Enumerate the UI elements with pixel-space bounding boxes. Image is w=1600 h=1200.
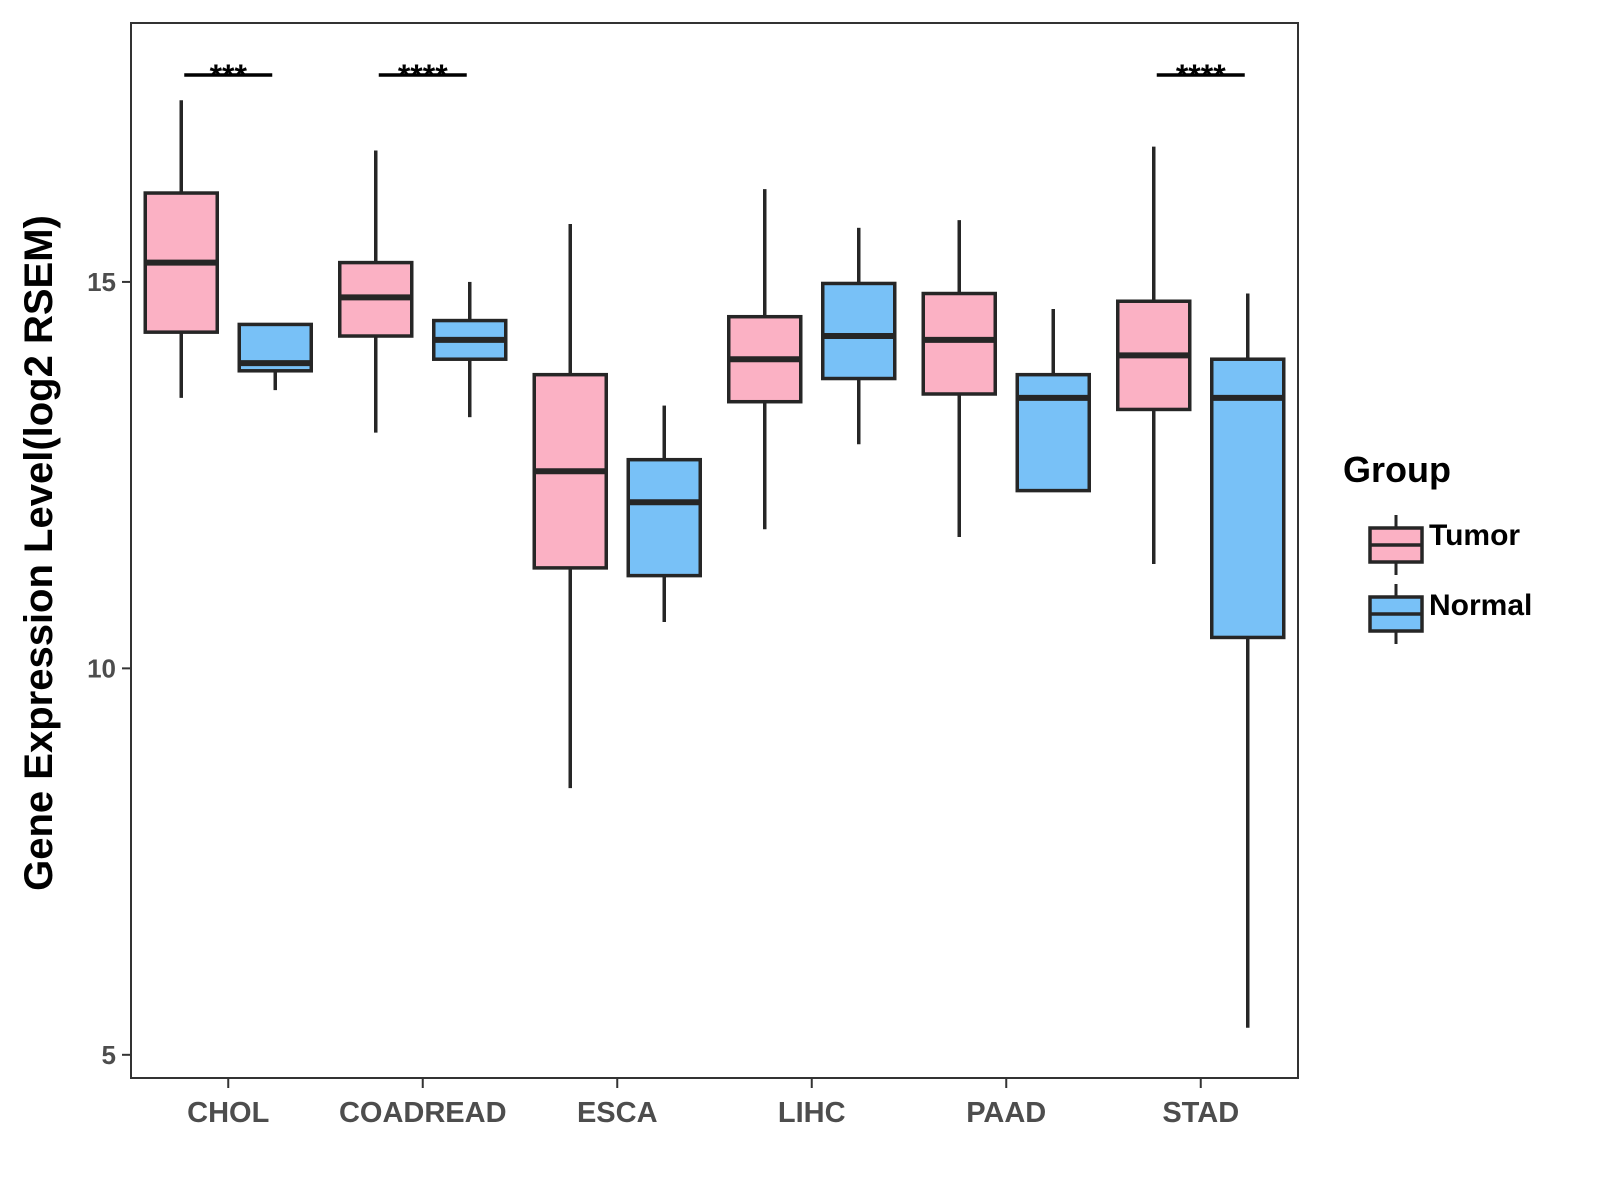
box-normal-esca <box>626 405 702 622</box>
legend-label-normal: Normal <box>1429 589 1532 622</box>
box-tumor-chol <box>143 100 219 398</box>
legend-keys <box>1368 515 1424 644</box>
x-tick-label-coadread: COADREAD <box>339 1097 507 1129</box>
y-axis-title: Gene Expression Level(log2 RSEM) <box>17 215 61 891</box>
box-normal-coadread <box>432 281 508 418</box>
box-body <box>821 281 897 381</box>
axes-layer: 5 10 15 CHOL COADREAD ESCA LIHC PAAD STAD <box>87 267 1239 1129</box>
box-body <box>921 291 997 396</box>
legend-key-tumor <box>1368 515 1424 575</box>
legend-title: Group <box>1343 449 1451 490</box>
significance-label-stad: **** <box>1176 58 1226 94</box>
boxes-layer <box>143 100 1286 1028</box>
x-tick-label-esca: ESCA <box>577 1097 658 1129</box>
x-tick-label-paad: PAAD <box>966 1097 1046 1129</box>
significance-layer: *** **** **** <box>184 58 1245 94</box>
y-tick-label: 5 <box>102 1040 116 1070</box>
significance-label-coadread: **** <box>398 58 448 94</box>
significance-label-chol: *** <box>210 58 248 94</box>
box-normal-chol <box>237 322 313 391</box>
x-tick-label-stad: STAD <box>1162 1097 1239 1129</box>
plot-panel-border <box>130 22 1299 1079</box>
box-normal-paad <box>1015 308 1091 493</box>
y-tick-label: 10 <box>87 653 116 683</box>
box-normal-lihc <box>821 227 897 445</box>
x-tick-label-lihc: LIHC <box>778 1097 846 1129</box>
box-tumor-esca <box>532 223 608 789</box>
legend: Group Tumor Normal <box>1343 449 1532 644</box>
box-body <box>1210 357 1286 640</box>
box-tumor-lihc <box>727 189 803 530</box>
y-tick-label: 15 <box>87 267 116 297</box>
box-body <box>626 457 702 578</box>
plot-area <box>130 22 1299 1079</box>
box-normal-stad <box>1210 293 1286 1028</box>
box-tumor-paad <box>921 220 997 537</box>
legend-label-tumor: Tumor <box>1429 519 1520 552</box>
x-tick-label-chol: CHOL <box>187 1097 269 1129</box>
legend-key-normal <box>1368 584 1424 644</box>
box-tumor-stad <box>1116 146 1192 565</box>
box-tumor-coadread <box>338 150 414 433</box>
box-body <box>1015 372 1091 493</box>
